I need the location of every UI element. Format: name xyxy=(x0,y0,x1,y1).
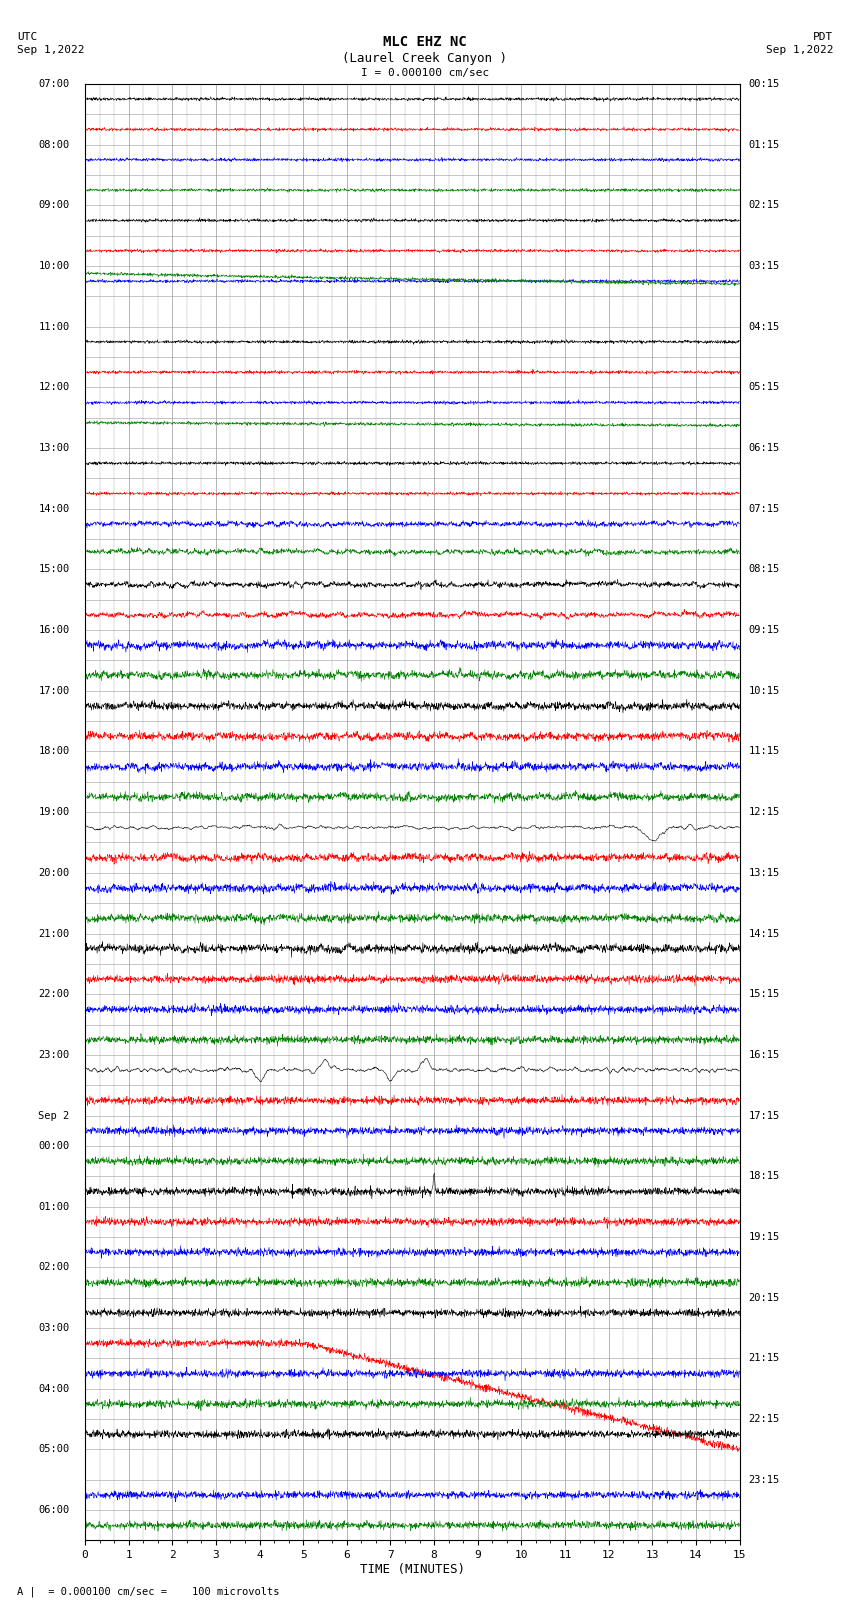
Text: 22:15: 22:15 xyxy=(748,1415,779,1424)
Text: 07:00: 07:00 xyxy=(38,79,70,89)
Text: 16:00: 16:00 xyxy=(38,626,70,636)
Text: Sep 1,2022: Sep 1,2022 xyxy=(766,45,833,55)
Text: 00:15: 00:15 xyxy=(748,79,779,89)
Text: A |  = 0.000100 cm/sec =    100 microvolts: A | = 0.000100 cm/sec = 100 microvolts xyxy=(17,1586,280,1597)
Text: 09:15: 09:15 xyxy=(748,626,779,636)
Text: MLC EHZ NC: MLC EHZ NC xyxy=(383,35,467,50)
Text: 23:15: 23:15 xyxy=(748,1474,779,1484)
Text: 17:00: 17:00 xyxy=(38,686,70,695)
Text: I = 0.000100 cm/sec: I = 0.000100 cm/sec xyxy=(361,68,489,77)
Text: 04:15: 04:15 xyxy=(748,321,779,332)
Text: 06:15: 06:15 xyxy=(748,444,779,453)
Text: 13:00: 13:00 xyxy=(38,444,70,453)
Text: 10:15: 10:15 xyxy=(748,686,779,695)
Text: 08:00: 08:00 xyxy=(38,140,70,150)
Text: 20:15: 20:15 xyxy=(748,1292,779,1303)
Text: PDT: PDT xyxy=(813,32,833,42)
Text: 05:15: 05:15 xyxy=(748,382,779,392)
Text: 03:15: 03:15 xyxy=(748,261,779,271)
Text: 12:15: 12:15 xyxy=(748,806,779,818)
Text: 18:15: 18:15 xyxy=(748,1171,779,1181)
Text: 17:15: 17:15 xyxy=(748,1111,779,1121)
Text: 19:00: 19:00 xyxy=(38,806,70,818)
Text: 22:00: 22:00 xyxy=(38,989,70,998)
Text: 01:00: 01:00 xyxy=(38,1202,70,1211)
Text: 01:15: 01:15 xyxy=(748,140,779,150)
Text: 10:00: 10:00 xyxy=(38,261,70,271)
Text: 21:00: 21:00 xyxy=(38,929,70,939)
Text: 14:15: 14:15 xyxy=(748,929,779,939)
Text: 21:15: 21:15 xyxy=(748,1353,779,1363)
Text: 07:15: 07:15 xyxy=(748,503,779,513)
Text: 19:15: 19:15 xyxy=(748,1232,779,1242)
Text: Sep 2: Sep 2 xyxy=(38,1111,70,1121)
Text: 04:00: 04:00 xyxy=(38,1384,70,1394)
Text: 13:15: 13:15 xyxy=(748,868,779,877)
Text: 00:00: 00:00 xyxy=(38,1140,70,1152)
Text: 23:00: 23:00 xyxy=(38,1050,70,1060)
Text: 11:00: 11:00 xyxy=(38,321,70,332)
Text: 05:00: 05:00 xyxy=(38,1444,70,1455)
Text: Sep 1,2022: Sep 1,2022 xyxy=(17,45,84,55)
Text: 03:00: 03:00 xyxy=(38,1323,70,1332)
Text: 15:15: 15:15 xyxy=(748,989,779,998)
Text: 20:00: 20:00 xyxy=(38,868,70,877)
Text: 18:00: 18:00 xyxy=(38,747,70,756)
Text: 16:15: 16:15 xyxy=(748,1050,779,1060)
Text: 15:00: 15:00 xyxy=(38,565,70,574)
Text: 11:15: 11:15 xyxy=(748,747,779,756)
Text: 09:00: 09:00 xyxy=(38,200,70,210)
Text: 02:15: 02:15 xyxy=(748,200,779,210)
X-axis label: TIME (MINUTES): TIME (MINUTES) xyxy=(360,1563,465,1576)
Text: 14:00: 14:00 xyxy=(38,503,70,513)
Text: 06:00: 06:00 xyxy=(38,1505,70,1515)
Text: 08:15: 08:15 xyxy=(748,565,779,574)
Text: 12:00: 12:00 xyxy=(38,382,70,392)
Text: 02:00: 02:00 xyxy=(38,1263,70,1273)
Text: UTC: UTC xyxy=(17,32,37,42)
Text: (Laurel Creek Canyon ): (Laurel Creek Canyon ) xyxy=(343,52,507,65)
